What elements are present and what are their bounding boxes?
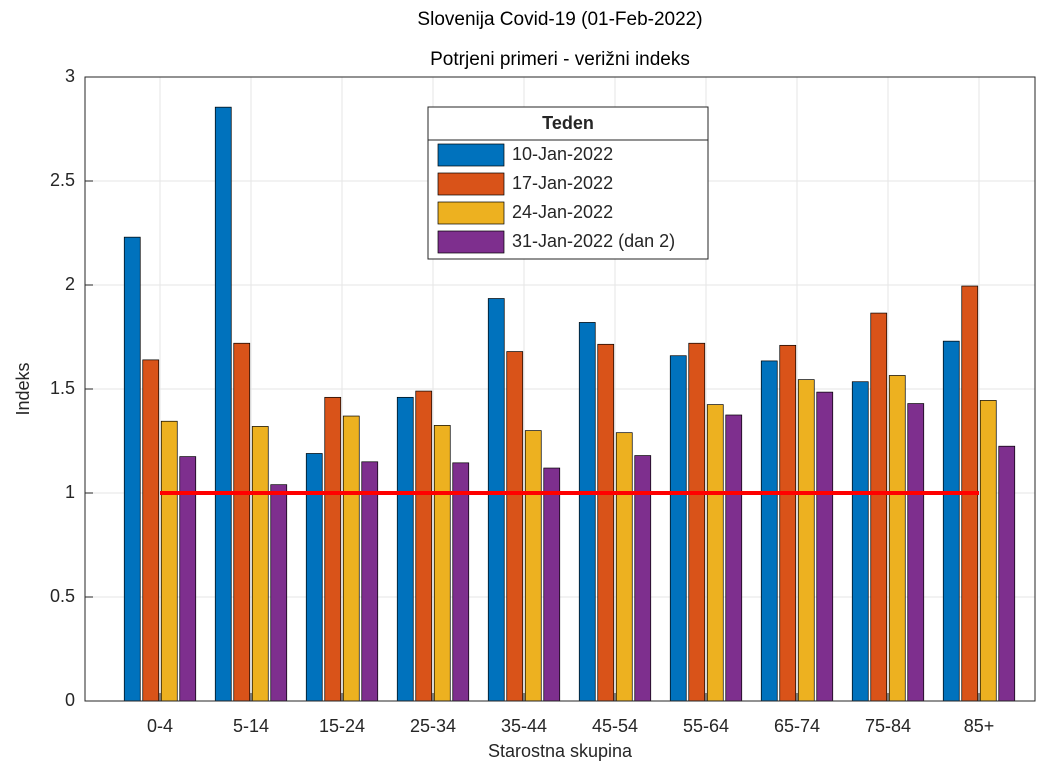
chart-title: Slovenija Covid-19 (01-Feb-2022): [417, 9, 702, 30]
bar: [725, 414, 743, 702]
bar: [452, 462, 470, 702]
bar: [506, 351, 524, 702]
y-tick-label: 2.5: [50, 170, 75, 190]
y-tick-label: 0.5: [50, 586, 75, 606]
bar: [487, 298, 505, 702]
y-tick-label: 2: [65, 274, 75, 294]
bar: [615, 432, 633, 702]
bar: [669, 355, 687, 702]
bar: [433, 425, 451, 702]
y-tick-label: 1: [65, 482, 75, 502]
x-tick-label: 85+: [964, 716, 995, 736]
bar: [760, 360, 778, 702]
legend-label: 24-Jan-2022: [512, 202, 613, 222]
bar: [797, 379, 815, 702]
x-tick-label: 75-84: [865, 716, 911, 736]
bar: [816, 391, 834, 702]
y-tick-label: 3: [65, 66, 75, 86]
bar: [324, 396, 342, 702]
legend-swatch: [437, 143, 505, 167]
bar: [142, 359, 160, 702]
bar: [160, 420, 178, 702]
bar: [578, 322, 596, 702]
x-tick-label: 55-64: [683, 716, 729, 736]
bar: [123, 236, 141, 702]
bar: [907, 403, 925, 702]
y-tick-label: 1.5: [50, 378, 75, 398]
bar: [214, 106, 232, 702]
legend-label: 31-Jan-2022 (dan 2): [512, 231, 675, 251]
x-axis-label: Starostna skupina: [488, 741, 633, 761]
bar: [597, 343, 615, 702]
legend-label: 10-Jan-2022: [512, 144, 613, 164]
bar: [270, 484, 288, 702]
bar: [851, 381, 869, 702]
legend-label: 17-Jan-2022: [512, 173, 613, 193]
bar: [415, 390, 433, 702]
x-tick-label: 35-44: [501, 716, 547, 736]
x-tick-label: 0-4: [147, 716, 173, 736]
x-tick-label: 15-24: [319, 716, 365, 736]
axes-box: [84, 76, 1036, 702]
bar: [888, 375, 906, 702]
bar: [305, 453, 323, 702]
bar: [233, 342, 251, 702]
y-axis-label: Indeks: [13, 362, 33, 415]
bar: [706, 404, 724, 702]
legend-swatch: [437, 172, 505, 196]
bar: [543, 467, 561, 702]
bar: [342, 415, 360, 702]
x-tick-label: 45-54: [592, 716, 638, 736]
bar: [524, 430, 542, 702]
x-tick-label: 25-34: [410, 716, 456, 736]
bar: [942, 340, 960, 702]
bar: [998, 445, 1016, 702]
bar: [251, 426, 269, 702]
x-tick-label: 5-14: [233, 716, 269, 736]
bar: [396, 396, 414, 702]
bar: [361, 461, 379, 702]
bar: [779, 344, 797, 702]
chart-subtitle: Potrjeni primeri - verižni indeks: [430, 49, 690, 70]
x-tick-label: 65-74: [774, 716, 820, 736]
bar: [870, 312, 888, 702]
y-tick-label: 0: [65, 690, 75, 710]
legend-swatch: [437, 230, 505, 254]
legend-title: Teden: [542, 113, 594, 133]
bar: [688, 342, 706, 702]
legend-swatch: [437, 201, 505, 225]
bar: [979, 400, 997, 702]
